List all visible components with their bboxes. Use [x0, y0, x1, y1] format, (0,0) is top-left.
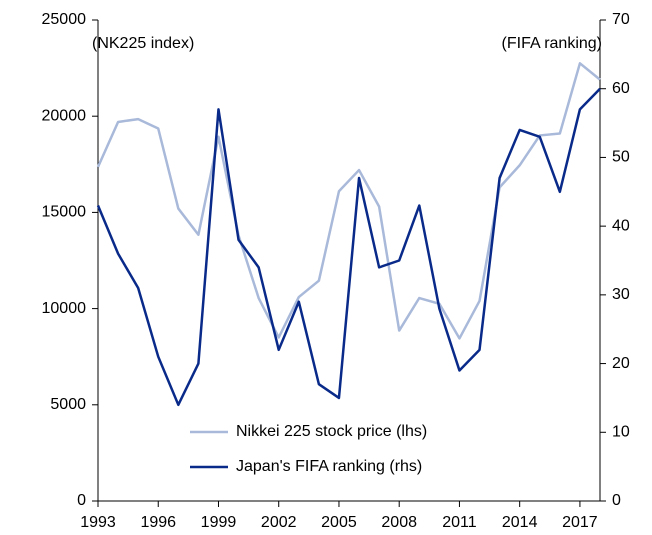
- series-line: [96, 87, 601, 407]
- x-tick-label: 2002: [261, 514, 297, 531]
- series-line: [96, 62, 601, 340]
- y-tick-label: 15000: [42, 204, 87, 221]
- y2-tick-label: 50: [612, 149, 630, 166]
- y2-tick-label: 60: [612, 80, 630, 97]
- y-tick-label: 5000: [50, 396, 86, 413]
- x-tick-label: 2005: [321, 514, 357, 531]
- x-tick-label: 2011: [442, 514, 477, 531]
- x-tick-label: 1993: [80, 514, 116, 531]
- x-tick-label: 2008: [381, 514, 417, 531]
- y2-tick-label: 40: [612, 217, 630, 234]
- y2-tick-label: 10: [612, 424, 630, 441]
- y2-tick-label: 0: [612, 492, 621, 509]
- y2-tick-label: 30: [612, 286, 630, 303]
- right-axis-note: (FIFA ranking): [502, 35, 602, 52]
- y-tick-label: 20000: [42, 107, 87, 124]
- y-tick-label: 10000: [42, 300, 87, 317]
- y2-tick-label: 70: [612, 11, 630, 28]
- x-tick-label: 1999: [201, 514, 237, 531]
- x-tick-label: 2017: [562, 514, 598, 531]
- x-tick-label: 2014: [502, 514, 538, 531]
- y-tick-label: 0: [77, 492, 86, 509]
- legend-label: Japan's FIFA ranking (rhs): [236, 458, 422, 475]
- y2-tick-label: 20: [612, 355, 630, 372]
- left-axis-note: (NK225 index): [92, 35, 194, 52]
- legend-label: Nikkei 225 stock price (lhs): [236, 423, 427, 440]
- y-tick-label: 25000: [42, 11, 87, 28]
- x-tick-label: 1996: [140, 514, 176, 531]
